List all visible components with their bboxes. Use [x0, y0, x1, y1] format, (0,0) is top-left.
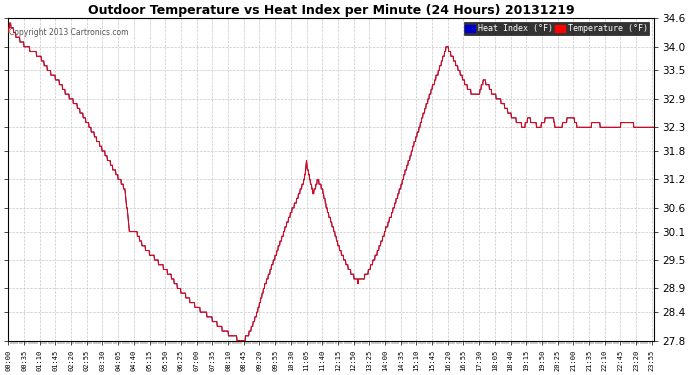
Title: Outdoor Temperature vs Heat Index per Minute (24 Hours) 20131219: Outdoor Temperature vs Heat Index per Mi…: [88, 4, 574, 17]
Legend: Heat Index (°F), Temperature (°F): Heat Index (°F), Temperature (°F): [464, 22, 649, 35]
Text: Copyright 2013 Cartronics.com: Copyright 2013 Cartronics.com: [9, 28, 128, 37]
